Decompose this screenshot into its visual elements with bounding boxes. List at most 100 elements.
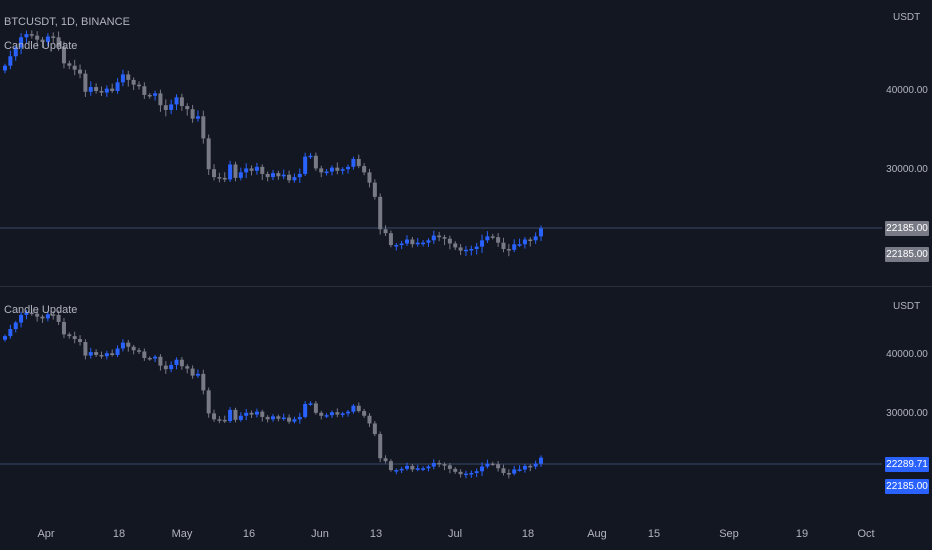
top-candle	[212, 164, 217, 181]
top-candle	[512, 239, 517, 253]
bottom-candle	[174, 357, 179, 370]
top-candle	[394, 242, 399, 251]
bottom-plot-area[interactable]	[0, 287, 882, 519]
top-candle	[169, 99, 174, 115]
top-candle	[265, 171, 270, 182]
bottom-candle	[163, 361, 168, 374]
top-candle	[126, 70, 131, 87]
bottom-candle	[431, 459, 436, 470]
time-label: May	[171, 528, 193, 540]
top-indicator-label[interactable]: Candle Update	[4, 40, 78, 52]
top-candle	[163, 99, 168, 117]
bottom-candle	[405, 462, 409, 471]
bottom-candle	[517, 465, 522, 472]
top-candle	[222, 172, 227, 183]
top-candle	[447, 235, 452, 250]
bottom-candle	[372, 420, 377, 437]
bottom-candle	[29, 309, 34, 316]
bottom-candle	[399, 466, 404, 474]
bottom-candle	[313, 400, 318, 415]
top-candle	[131, 77, 136, 91]
top-candle	[3, 63, 7, 74]
bottom-close-price-box: 22185.00	[885, 479, 929, 494]
time-label: Jul	[447, 528, 463, 540]
bottom-candle	[142, 348, 147, 361]
top-candle	[383, 225, 388, 237]
top-candle	[539, 225, 543, 242]
bottom-candle	[458, 469, 463, 478]
bottom-candle	[485, 459, 490, 469]
bottom-candle	[346, 409, 351, 417]
bottom-candle	[528, 464, 533, 472]
top-candle	[469, 245, 474, 256]
top-candle	[303, 152, 308, 177]
bottom-candle	[233, 407, 238, 423]
bottom-candle	[126, 339, 131, 352]
top-candle	[474, 242, 479, 255]
bottom-candle	[335, 408, 340, 418]
bottom-candle	[244, 408, 249, 421]
top-candle	[99, 86, 104, 97]
top-candle	[249, 165, 254, 176]
bottom-candle	[190, 365, 195, 379]
bottom-candle	[281, 413, 286, 421]
bottom-candle	[206, 387, 211, 418]
bottom-tick-40000: 40000.00	[886, 349, 928, 360]
top-candle	[335, 162, 340, 175]
top-candle	[271, 169, 275, 181]
pane-divider[interactable]	[0, 286, 932, 287]
top-candle	[276, 170, 281, 180]
bottom-candle	[388, 459, 393, 472]
bottom-candle	[533, 460, 538, 470]
bottom-indicator-label[interactable]: Candle Update	[4, 304, 78, 316]
bottom-candle	[185, 364, 190, 374]
bottom-chart-pane[interactable]: Candle Update USDT 40000.00 30000.00 222…	[0, 287, 932, 519]
bottom-candle	[351, 404, 356, 414]
bottom-candle	[265, 415, 270, 423]
top-candle	[522, 236, 527, 249]
top-candle	[147, 92, 152, 99]
top-candle	[281, 169, 286, 180]
bottom-candle	[110, 349, 115, 357]
bottom-candle	[383, 455, 388, 464]
top-candle	[324, 168, 329, 176]
top-candle	[190, 104, 195, 123]
top-candle	[153, 90, 158, 101]
bottom-candle	[212, 409, 217, 422]
bottom-candle	[115, 345, 120, 358]
top-candle	[142, 82, 147, 99]
bottom-candle	[61, 318, 66, 339]
top-candle	[13, 45, 18, 61]
top-chart-pane[interactable]: BTCUSDT, 1D, BINANCE Candle Update USDT …	[0, 0, 932, 286]
bottom-candle	[378, 431, 383, 463]
bottom-candle	[72, 331, 77, 344]
bottom-candle	[104, 350, 109, 360]
bottom-candle	[426, 464, 431, 472]
bottom-candle	[254, 408, 259, 418]
top-candle	[458, 243, 463, 256]
top-plot-area[interactable]	[0, 0, 882, 286]
top-candle	[110, 83, 115, 93]
top-candle	[372, 179, 377, 200]
bottom-candle	[195, 369, 200, 378]
top-candle	[388, 230, 393, 248]
bottom-candle	[329, 410, 334, 419]
top-candle	[217, 172, 222, 183]
symbol-line[interactable]: BTCUSDT, 1D, BINANCE	[4, 16, 130, 28]
top-candle	[45, 33, 50, 47]
bottom-candle	[506, 469, 511, 479]
top-candle	[319, 165, 324, 178]
bottom-candle	[83, 339, 88, 360]
top-candle	[179, 93, 184, 111]
top-candle	[83, 69, 88, 97]
top-candle	[195, 110, 200, 122]
bottom-candle	[308, 401, 313, 406]
top-candle	[260, 164, 265, 181]
bottom-candle	[35, 310, 40, 322]
top-candle	[292, 173, 297, 183]
top-candle	[356, 154, 361, 169]
top-candle	[158, 89, 163, 112]
time-axis[interactable]	[0, 519, 882, 550]
bottom-candle	[271, 413, 275, 422]
top-price-scale[interactable]	[882, 0, 932, 286]
